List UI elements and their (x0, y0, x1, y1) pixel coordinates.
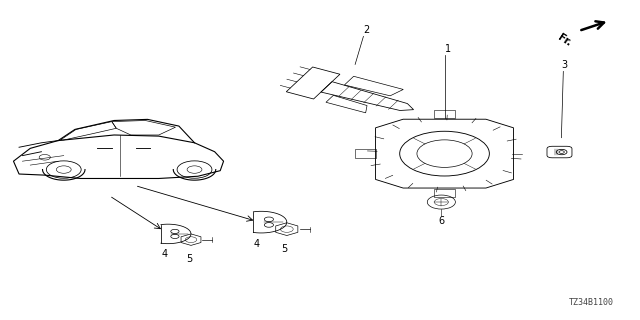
Text: 4: 4 (161, 249, 167, 259)
Text: 4: 4 (253, 239, 259, 249)
Text: 2: 2 (363, 25, 369, 35)
Text: TZ34B1100: TZ34B1100 (569, 298, 614, 307)
Text: 1: 1 (445, 44, 451, 54)
Text: 5: 5 (281, 244, 287, 254)
Text: 3: 3 (561, 60, 567, 70)
Text: 5: 5 (187, 254, 193, 264)
Text: Fr.: Fr. (556, 32, 573, 48)
Text: 6: 6 (438, 216, 444, 226)
